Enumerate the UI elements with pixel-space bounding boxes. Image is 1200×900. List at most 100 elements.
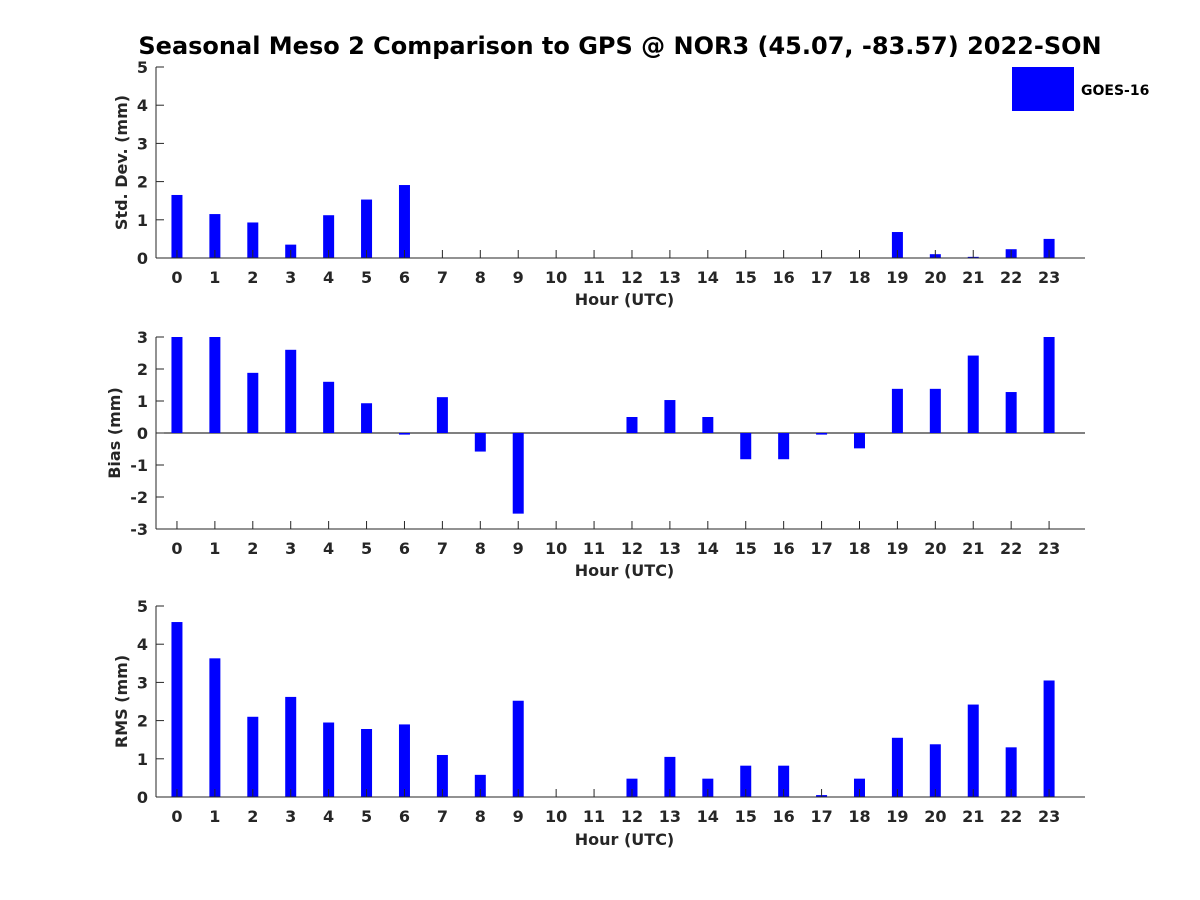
bar-bias-5 — [361, 403, 373, 433]
x-tick-label: 21 — [962, 268, 984, 287]
x-tick-label: 1 — [209, 539, 220, 558]
x-tick-label: 2 — [247, 807, 258, 826]
x-tick-label: 4 — [323, 539, 334, 558]
bar-bias-8 — [474, 433, 486, 452]
x-tick-label: 12 — [621, 807, 643, 826]
y-axis-label: Bias (mm) — [105, 387, 124, 479]
x-tick-label: 12 — [621, 268, 643, 287]
x-tick-label: 20 — [924, 268, 946, 287]
bar-rms-9 — [512, 700, 524, 797]
x-tick-label: 6 — [399, 539, 410, 558]
x-tick-label: 19 — [886, 539, 908, 558]
x-tick-label: 10 — [545, 807, 567, 826]
bar-bias-9 — [512, 433, 524, 514]
y-tick-label: 4 — [137, 635, 148, 654]
x-tick-label: 19 — [886, 268, 908, 287]
bar-bias-7 — [436, 397, 448, 433]
x-tick-label: 4 — [323, 268, 334, 287]
x-tick-label: 23 — [1038, 268, 1060, 287]
y-tick-label: -3 — [130, 520, 148, 539]
bar-rms-3 — [285, 696, 297, 797]
x-tick-label: 2 — [247, 268, 258, 287]
y-tick-label: 1 — [137, 211, 148, 230]
x-tick-label: 7 — [437, 539, 448, 558]
x-tick-label: 7 — [437, 268, 448, 287]
x-tick-label: 22 — [1000, 268, 1022, 287]
y-tick-label: 4 — [137, 96, 148, 115]
x-tick-label: 13 — [659, 539, 681, 558]
x-tick-label: 20 — [924, 807, 946, 826]
legend: GOES-16 — [1012, 67, 1149, 111]
bar-rms-12 — [626, 778, 638, 797]
x-tick-label: 1 — [209, 268, 220, 287]
bar-bias-1 — [209, 337, 221, 433]
x-tick-label: 8 — [475, 807, 486, 826]
bar-rms-8 — [474, 774, 486, 797]
bar-stddev-23 — [1043, 238, 1055, 258]
x-tick-label: 13 — [659, 807, 681, 826]
x-tick-label: 18 — [848, 807, 870, 826]
bar-rms-15 — [740, 765, 752, 797]
bar-rms-21 — [967, 704, 979, 797]
y-axis-label: RMS (mm) — [112, 655, 131, 748]
bar-stddev-0 — [171, 194, 183, 258]
bar-bias-16 — [778, 433, 790, 460]
x-tick-label: 22 — [1000, 807, 1022, 826]
bar-rms-16 — [778, 765, 790, 797]
y-tick-label: 3 — [137, 328, 148, 347]
x-tick-label: 2 — [247, 539, 258, 558]
bar-bias-19 — [891, 388, 903, 433]
bar-bias-12 — [626, 417, 638, 433]
x-axis-label: Hour (UTC) — [575, 830, 675, 849]
x-tick-label: 9 — [513, 807, 524, 826]
bar-stddev-4 — [323, 215, 335, 258]
x-tick-label: 20 — [924, 539, 946, 558]
x-tick-label: 11 — [583, 539, 605, 558]
x-tick-label: 10 — [545, 539, 567, 558]
x-tick-label: 17 — [810, 807, 832, 826]
x-tick-label: 1 — [209, 807, 220, 826]
x-tick-label: 23 — [1038, 539, 1060, 558]
y-tick-label: 2 — [137, 173, 148, 192]
x-tick-label: 4 — [323, 807, 334, 826]
x-tick-label: 14 — [697, 268, 719, 287]
legend-swatch — [1012, 67, 1074, 111]
x-tick-label: 11 — [583, 268, 605, 287]
bar-rms-19 — [891, 737, 903, 797]
bar-bias-6 — [398, 433, 410, 435]
bar-stddev-6 — [398, 185, 410, 258]
y-tick-label: 0 — [137, 788, 148, 807]
x-tick-label: 16 — [773, 539, 795, 558]
bar-stddev-2 — [247, 222, 259, 258]
x-tick-label: 6 — [399, 807, 410, 826]
x-tick-label: 5 — [361, 807, 372, 826]
legend-label: GOES-16 — [1081, 83, 1149, 99]
y-tick-label: 2 — [137, 712, 148, 731]
bar-rms-2 — [247, 716, 259, 797]
x-tick-label: 3 — [285, 807, 296, 826]
x-tick-label: 0 — [171, 539, 182, 558]
x-tick-label: 19 — [886, 807, 908, 826]
y-tick-label: 0 — [137, 424, 148, 443]
x-tick-label: 5 — [361, 268, 372, 287]
bar-bias-0 — [171, 337, 183, 433]
y-tick-label: 3 — [137, 673, 148, 692]
y-tick-label: 5 — [137, 597, 148, 616]
x-tick-label: 11 — [583, 807, 605, 826]
bar-rms-4 — [323, 722, 335, 797]
y-tick-label: -2 — [130, 488, 148, 507]
x-tick-label: 23 — [1038, 807, 1060, 826]
x-tick-label: 0 — [171, 807, 182, 826]
y-axis-label: Std. Dev. (mm) — [112, 95, 131, 230]
bar-rms-22 — [1005, 747, 1017, 797]
x-tick-label: 16 — [773, 268, 795, 287]
y-tick-label: 3 — [137, 134, 148, 153]
bar-bias-13 — [664, 400, 676, 433]
x-tick-label: 9 — [513, 539, 524, 558]
bar-bias-21 — [967, 355, 979, 433]
bar-rms-5 — [361, 729, 373, 797]
bar-bias-22 — [1005, 392, 1017, 433]
